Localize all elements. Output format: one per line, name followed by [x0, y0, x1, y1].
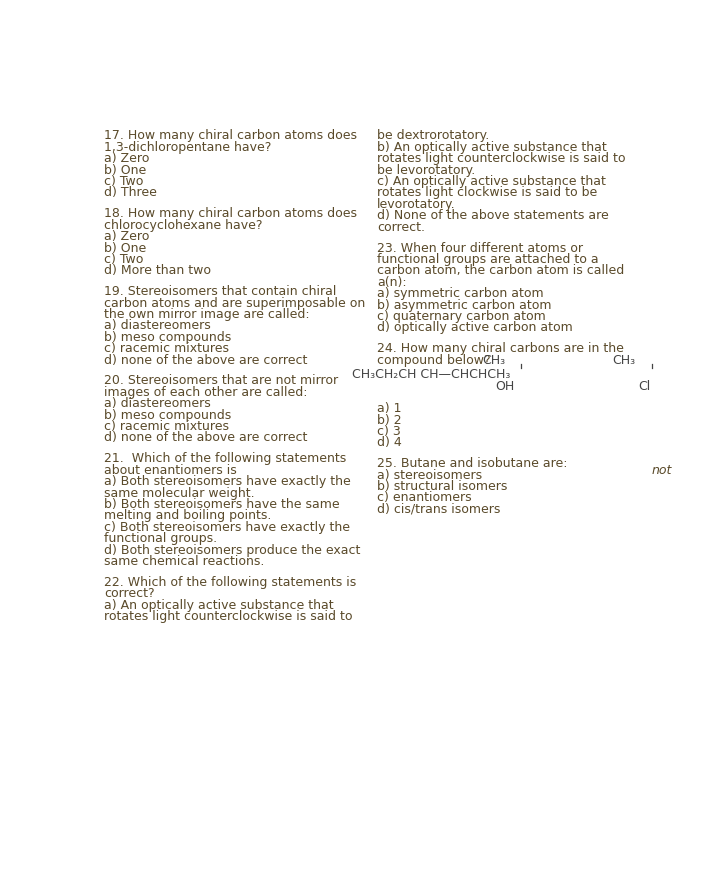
Text: same chemical reactions.: same chemical reactions. [104, 555, 264, 568]
Text: b) One: b) One [104, 164, 146, 177]
Text: b) asymmetric carbon atom: b) asymmetric carbon atom [377, 299, 551, 312]
Text: a) diastereomers: a) diastereomers [104, 397, 211, 411]
Text: 23. When four different atoms or: 23. When four different atoms or [377, 241, 583, 255]
Text: about enantiomers is: about enantiomers is [104, 463, 241, 477]
Text: a) diastereomers: a) diastereomers [104, 320, 211, 332]
Text: carbon atom, the carbon atom is called: carbon atom, the carbon atom is called [377, 264, 624, 278]
Text: 17. How many chiral carbon atoms does: 17. How many chiral carbon atoms does [104, 130, 357, 143]
Text: the own mirror image are called:: the own mirror image are called: [104, 308, 309, 321]
Text: d) Both stereoisomers produce the exact: d) Both stereoisomers produce the exact [104, 544, 360, 557]
Text: d) none of the above are correct: d) none of the above are correct [104, 432, 307, 445]
Text: a(n):: a(n): [377, 276, 406, 289]
Text: OH: OH [495, 381, 515, 393]
Text: c) An optically active substance that: c) An optically active substance that [377, 175, 605, 188]
Text: CH₃: CH₃ [482, 354, 505, 367]
Text: not: not [651, 463, 672, 477]
Text: d) optically active carbon atom: d) optically active carbon atom [377, 322, 572, 334]
Text: a) An optically active substance that: a) An optically active substance that [104, 598, 334, 611]
Text: correct.: correct. [377, 220, 425, 233]
Text: CH₃: CH₃ [613, 354, 636, 367]
Text: c) quaternary carbon atom: c) quaternary carbon atom [377, 310, 546, 323]
Text: c) racemic mixtures: c) racemic mixtures [104, 342, 229, 355]
Text: c) 3: c) 3 [377, 425, 400, 438]
Text: levorotatory.: levorotatory. [377, 198, 455, 211]
Text: carbon atoms and are superimposable on: carbon atoms and are superimposable on [104, 297, 365, 309]
Text: a) symmetric carbon atom: a) symmetric carbon atom [377, 287, 544, 300]
Text: c) Two: c) Two [104, 253, 143, 266]
Text: b) structural isomers: b) structural isomers [377, 480, 507, 493]
Text: a) stereoisomers: a) stereoisomers [377, 469, 482, 482]
Text: b) 2: b) 2 [377, 413, 401, 426]
Text: rotates light counterclockwise is said to: rotates light counterclockwise is said t… [104, 610, 352, 623]
Text: d) Three: d) Three [104, 187, 157, 199]
Text: be dextrorotatory.: be dextrorotatory. [377, 130, 489, 143]
Text: compound below?: compound below? [377, 353, 490, 366]
Text: b) Both stereoisomers have the same: b) Both stereoisomers have the same [104, 498, 339, 511]
Text: 21.  Which of the following statements: 21. Which of the following statements [104, 452, 346, 465]
Text: c) Two: c) Two [104, 175, 143, 188]
Text: d) 4: d) 4 [377, 436, 402, 449]
Text: c) racemic mixtures: c) racemic mixtures [104, 420, 229, 433]
Text: d) More than two: d) More than two [104, 264, 211, 278]
Text: chlorocyclohexane have?: chlorocyclohexane have? [104, 218, 262, 232]
Text: 25. Butane and isobutane are:: 25. Butane and isobutane are: [377, 457, 567, 470]
Text: Cl: Cl [638, 381, 651, 393]
Text: 22. Which of the following statements is: 22. Which of the following statements is [104, 576, 356, 589]
Text: 20. Stereoisomers that are not mirror: 20. Stereoisomers that are not mirror [104, 374, 338, 388]
Text: a) Both stereoisomers have exactly the: a) Both stereoisomers have exactly the [104, 475, 351, 488]
Text: 24. How many chiral carbons are in the: 24. How many chiral carbons are in the [377, 342, 623, 355]
Text: melting and boiling points.: melting and boiling points. [104, 509, 271, 522]
Text: images of each other are called:: images of each other are called: [104, 386, 307, 399]
Text: b) An optically active substance that: b) An optically active substance that [377, 141, 607, 154]
Text: same molecular weight.: same molecular weight. [104, 486, 255, 500]
Text: a) 1: a) 1 [377, 403, 401, 415]
Text: b) meso compounds: b) meso compounds [104, 330, 231, 344]
Text: correct?: correct? [104, 588, 155, 600]
Text: functional groups are attached to a: functional groups are attached to a [377, 253, 598, 266]
Text: d) None of the above statements are: d) None of the above statements are [377, 210, 608, 222]
Text: 18. How many chiral carbon atoms does: 18. How many chiral carbon atoms does [104, 207, 357, 220]
Text: rotates light counterclockwise is said to: rotates light counterclockwise is said t… [377, 152, 626, 166]
Text: c) enantiomers: c) enantiomers [377, 492, 472, 505]
Text: 19. Stereoisomers that contain chiral: 19. Stereoisomers that contain chiral [104, 285, 336, 298]
Text: rotates light clockwise is said to be: rotates light clockwise is said to be [377, 187, 597, 199]
Text: b) meso compounds: b) meso compounds [104, 409, 231, 422]
Text: 1,3-dichloropentane have?: 1,3-dichloropentane have? [104, 141, 271, 154]
Text: b) One: b) One [104, 241, 146, 255]
Text: CH₃CH₂CH CH—CHCHCH₃: CH₃CH₂CH CH—CHCHCH₃ [352, 367, 510, 381]
Text: be levorotatory.: be levorotatory. [377, 164, 475, 177]
Text: functional groups.: functional groups. [104, 532, 217, 545]
Text: c) Both stereoisomers have exactly the: c) Both stereoisomers have exactly the [104, 521, 350, 534]
Text: d) none of the above are correct: d) none of the above are correct [104, 353, 307, 366]
Text: d) cis/trans isomers: d) cis/trans isomers [377, 503, 500, 516]
Text: a) Zero: a) Zero [104, 230, 149, 243]
Text: a) Zero: a) Zero [104, 152, 149, 166]
